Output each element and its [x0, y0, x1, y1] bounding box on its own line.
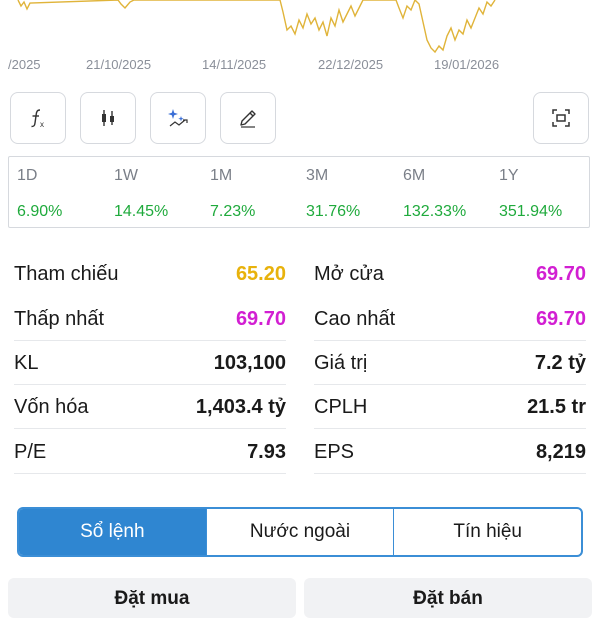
stat-value: 21.5 tr: [527, 396, 586, 418]
row-divider: [314, 473, 586, 474]
sell-order-button[interactable]: Đặt bán: [304, 578, 592, 618]
stat-shares-outstanding: CPLH 21.5 tr: [314, 385, 586, 429]
screenshot-button[interactable]: [533, 92, 589, 144]
stat-value: 69.70: [535, 308, 586, 330]
date-label: 14/11/2025: [202, 57, 267, 72]
function-icon: x: [31, 109, 44, 129]
stat-open-price: Mở cửa 69.70: [314, 252, 586, 296]
perf-change: 14.45%: [114, 203, 169, 220]
perf-item-1w[interactable]: 1W 14.45%: [114, 157, 210, 229]
stat-reference-price: Tham chiếu 65.20: [14, 252, 286, 296]
perf-period: 1M: [210, 167, 233, 184]
svg-text:x: x: [40, 120, 44, 129]
function-button[interactable]: x: [10, 92, 66, 144]
row-divider: [314, 340, 586, 341]
stat-label: Giá trị: [314, 352, 368, 374]
candlestick-button[interactable]: [80, 92, 136, 144]
perf-period: 1Y: [499, 167, 519, 184]
date-axis: /2025 21/10/2025 14/11/2025 22/12/2025 1…: [0, 57, 600, 77]
tab-order-book[interactable]: Sổ lệnh: [19, 509, 206, 555]
detail-tabs: Sổ lệnh Nước ngoài Tín hiệu: [17, 507, 583, 557]
stat-label: EPS: [314, 441, 355, 463]
stat-label: Thấp nhất: [14, 308, 105, 330]
performance-panel: 1D 6.90% 1W 14.45% 1M 7.23% 3M 31.76% 6M…: [8, 156, 590, 228]
stat-trade-value: Giá trị 7.2 tỷ: [314, 341, 586, 385]
perf-item-3m[interactable]: 3M 31.76%: [306, 157, 402, 229]
screenshot-icon: [552, 109, 570, 127]
perf-item-1m[interactable]: 1M 7.23%: [210, 157, 306, 229]
perf-period: 6M: [403, 167, 426, 184]
stat-eps: EPS 8,219: [314, 430, 586, 474]
tab-signals[interactable]: Tín hiệu: [393, 509, 581, 555]
row-divider: [14, 340, 286, 341]
stat-label: Tham chiếu: [14, 263, 119, 285]
chart-toolbar: x: [0, 92, 600, 148]
magic-indicator-icon: [168, 109, 188, 127]
perf-item-6m[interactable]: 6M 132.33%: [403, 157, 499, 229]
stat-value: 7.2 tỷ: [534, 352, 586, 374]
stat-high-price: Cao nhất 69.70: [314, 297, 586, 341]
stat-value: 7.93: [247, 441, 286, 463]
stat-market-cap: Vốn hóa 1,403.4 tỷ: [14, 385, 286, 429]
date-label: 22/12/2025: [318, 57, 384, 72]
perf-period: 1D: [17, 167, 38, 184]
row-divider: [14, 428, 286, 429]
tab-foreign[interactable]: Nước ngoài: [205, 509, 394, 555]
stat-low-price: Thấp nhất 69.70: [14, 297, 286, 341]
draw-pencil-icon: [240, 110, 256, 128]
stat-volume: KL 103,100: [14, 341, 286, 385]
stat-label: Cao nhất: [314, 308, 396, 330]
draw-button[interactable]: [220, 92, 276, 144]
stat-label: P/E: [14, 441, 47, 463]
perf-change: 132.33%: [403, 203, 467, 220]
price-line: [17, 0, 496, 54]
stat-value: 69.70: [235, 308, 286, 330]
stat-value: 103,100: [213, 352, 286, 374]
row-divider: [314, 384, 586, 385]
perf-period: 3M: [306, 167, 329, 184]
stat-value: 8,219: [535, 441, 586, 463]
date-label: 19/01/2026: [434, 57, 500, 72]
row-divider: [14, 384, 286, 385]
date-label: 21/10/2025: [86, 57, 152, 72]
stat-value: 1,403.4 tỷ: [195, 396, 286, 418]
stat-value: 69.70: [535, 263, 586, 285]
stat-label: Vốn hóa: [14, 396, 89, 418]
candlestick-icon: [102, 110, 114, 126]
smart-indicator-button[interactable]: [150, 92, 206, 144]
perf-change: 7.23%: [210, 203, 256, 220]
perf-change: 351.94%: [499, 203, 563, 220]
buy-order-button[interactable]: Đặt mua: [8, 578, 296, 618]
perf-item-1d[interactable]: 1D 6.90%: [17, 157, 113, 229]
perf-change: 31.76%: [306, 203, 361, 220]
price-chart[interactable]: [0, 0, 600, 56]
stat-label: CPLH: [314, 396, 368, 418]
row-divider: [14, 473, 286, 474]
perf-period: 1W: [114, 167, 138, 184]
stat-value: 65.20: [235, 263, 286, 285]
perf-item-1y[interactable]: 1Y 351.94%: [499, 157, 595, 229]
stat-pe: P/E 7.93: [14, 430, 286, 474]
row-divider: [314, 428, 586, 429]
perf-change: 6.90%: [17, 203, 63, 220]
stat-label: KL: [14, 352, 39, 374]
stat-label: Mở cửa: [314, 263, 384, 285]
date-label: /2025: [8, 57, 41, 72]
